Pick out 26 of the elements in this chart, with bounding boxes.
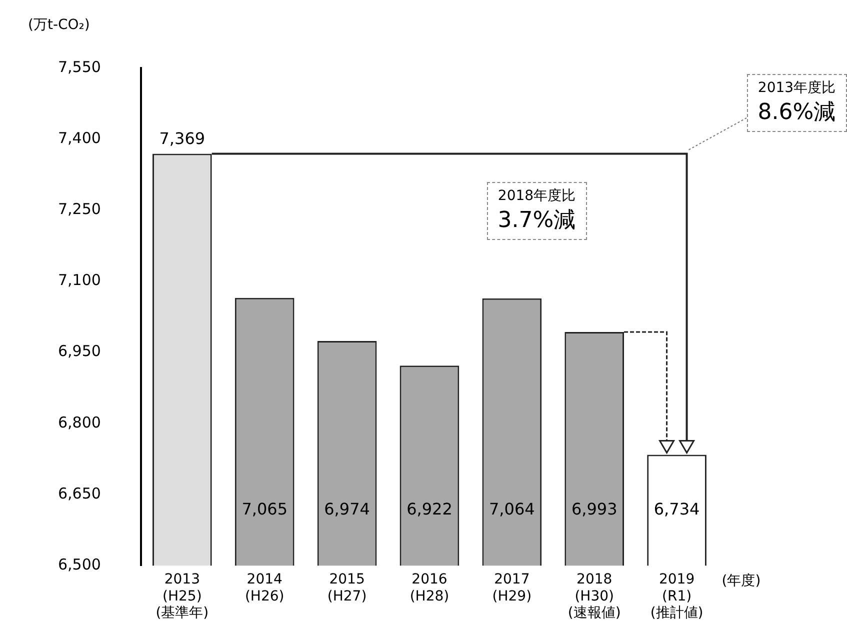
y-tick-label: 7,400	[58, 128, 101, 147]
x-tick-label: 2017 (H29)	[492, 572, 532, 604]
y-tick-label: 6,800	[58, 413, 101, 432]
x-axis-title: (年度)	[722, 572, 761, 590]
x-tick-label: 2016 (H28)	[410, 572, 450, 604]
x-tick-label: 2018 (H30) (速報値)	[568, 572, 621, 622]
data-label: 6,974	[324, 499, 370, 518]
data-label: 6,734	[654, 499, 700, 518]
y-axis-title: (万t-CO₂)	[28, 16, 90, 34]
data-label: 6,993	[571, 499, 618, 518]
annotation: 2018年度比 3.7%減	[498, 186, 576, 235]
x-tick-label: 2019 (R1) (推計値)	[650, 572, 704, 622]
data-label: 7,369	[159, 128, 206, 148]
y-tick-label: 6,500	[58, 555, 101, 574]
data-label: 7,065	[242, 499, 288, 518]
x-tick-label: 2015 (H27)	[327, 572, 367, 604]
text: 2013年度比 8.6%減	[758, 78, 836, 127]
y-tick-label: 6,950	[58, 342, 101, 360]
x-tick-label: 2014 (H26)	[244, 572, 284, 604]
y-tick-label: 7,100	[58, 271, 101, 290]
data-label: 6,922	[406, 499, 452, 518]
x-tick-label: 2013 (H25) (基準年)	[156, 572, 209, 622]
y-tick-label: 7,250	[58, 200, 101, 218]
data-label: 7,064	[489, 499, 535, 518]
y-tick-label: 7,550	[58, 58, 101, 76]
y-tick-label: 6,650	[58, 484, 101, 502]
